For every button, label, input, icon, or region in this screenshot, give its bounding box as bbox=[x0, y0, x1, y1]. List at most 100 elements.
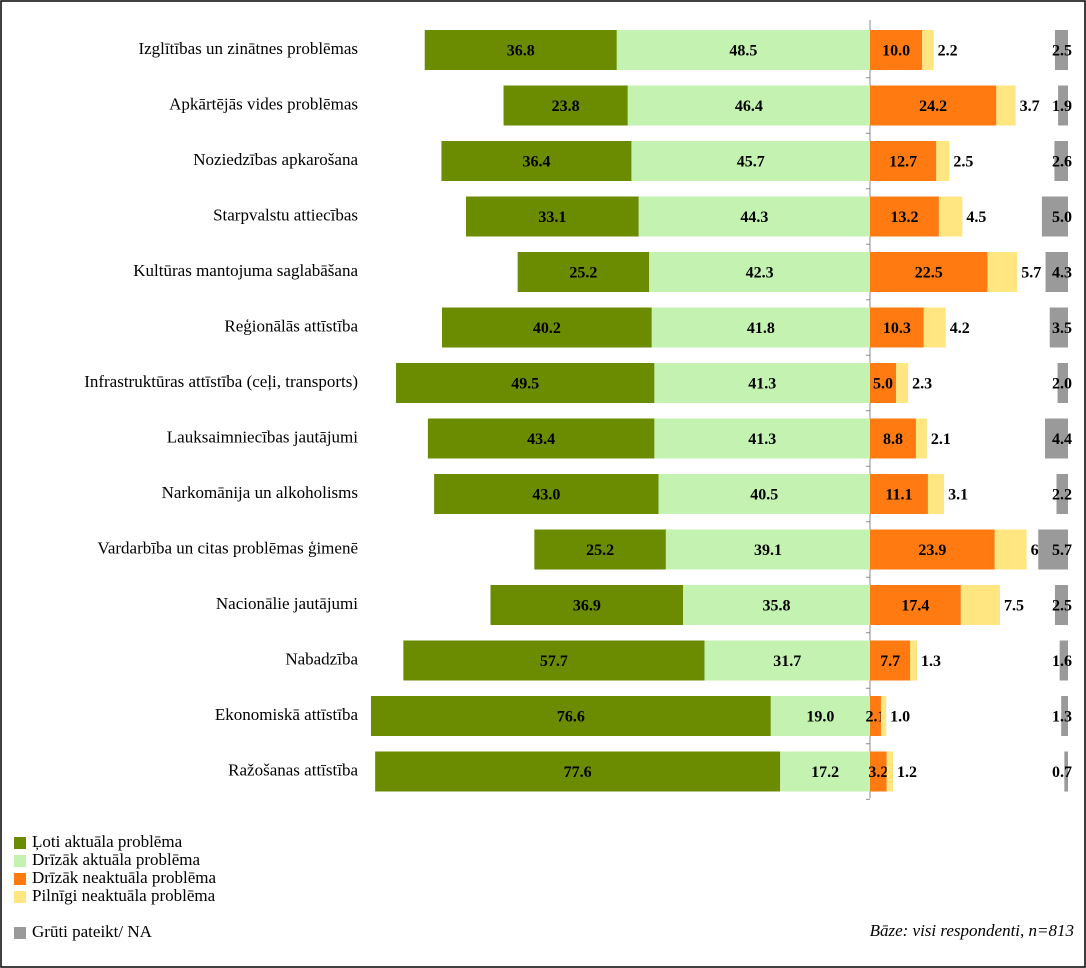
bar-segment bbox=[870, 696, 881, 736]
category-label: Vardarbība un citas problēmas ģimenē bbox=[97, 538, 358, 557]
bar-segment bbox=[870, 196, 939, 237]
bar-segment bbox=[424, 30, 617, 70]
value-label: 35.8 bbox=[763, 598, 791, 615]
value-label: 2.0 bbox=[1052, 376, 1072, 393]
bar-segment bbox=[403, 640, 705, 681]
value-label: 4.5 bbox=[966, 209, 986, 226]
bar-segment bbox=[651, 307, 870, 348]
value-label: 5.7 bbox=[1021, 265, 1041, 282]
value-label: 0.7 bbox=[1052, 764, 1072, 781]
value-label: 2.6 bbox=[1052, 154, 1072, 171]
bar-segment bbox=[870, 585, 961, 625]
bar-segment bbox=[627, 85, 870, 126]
value-label: 4.4 bbox=[1052, 431, 1072, 448]
bar-segment bbox=[441, 307, 652, 348]
bar-segment bbox=[683, 585, 870, 625]
value-label: 1.2 bbox=[897, 764, 917, 781]
category-label: Ekonomiskā attīstība bbox=[215, 705, 359, 724]
legend-label: Pilnīgi neaktuāla problēma bbox=[32, 886, 216, 905]
bar-segment bbox=[870, 474, 928, 514]
bar-segment bbox=[1054, 141, 1068, 181]
value-label: 2.5 bbox=[1052, 43, 1072, 60]
legend-swatch bbox=[14, 837, 26, 849]
value-label: 19.0 bbox=[806, 709, 834, 726]
bar-segment bbox=[434, 474, 659, 514]
value-label: 46.4 bbox=[735, 98, 763, 115]
bar-segment bbox=[960, 585, 1000, 625]
bar-segment bbox=[441, 141, 632, 181]
bar-segment bbox=[427, 418, 655, 459]
value-label: 39.1 bbox=[754, 542, 782, 559]
bar-segment bbox=[870, 30, 923, 70]
value-label: 2.1 bbox=[865, 709, 885, 726]
value-label: 43.4 bbox=[527, 431, 555, 448]
value-label: 43.0 bbox=[532, 487, 560, 504]
category-label: Infrastruktūras attīstība (ceļi, transpo… bbox=[84, 372, 358, 391]
value-label: 24.2 bbox=[919, 98, 947, 115]
legend-label: Grūti pateikt/ NA bbox=[32, 922, 153, 941]
bar-segment bbox=[870, 751, 887, 792]
legend-label: Ļoti aktuāla problēma bbox=[32, 832, 183, 851]
value-label: 36.4 bbox=[522, 154, 550, 171]
bar-segment bbox=[1041, 196, 1068, 237]
value-label: 2.5 bbox=[953, 154, 973, 171]
value-label: 8.8 bbox=[883, 431, 903, 448]
bar-segment bbox=[654, 418, 870, 459]
value-label: 2.3 bbox=[912, 376, 932, 393]
category-label: Nabadzība bbox=[285, 649, 358, 668]
legend-swatch bbox=[14, 855, 26, 867]
bar-segment bbox=[649, 252, 870, 292]
category-label: Narkomānija un alkoholisms bbox=[162, 483, 358, 502]
legend-swatch bbox=[14, 927, 26, 939]
bar-segment bbox=[654, 363, 870, 403]
value-label: 3.2 bbox=[868, 764, 888, 781]
value-label: 17.2 bbox=[811, 764, 839, 781]
bar-segment bbox=[370, 696, 771, 736]
value-label: 11.1 bbox=[885, 487, 912, 504]
bar-segment bbox=[1059, 640, 1068, 681]
value-label: 41.3 bbox=[748, 376, 776, 393]
bar-segment bbox=[375, 751, 781, 792]
value-label: 42.3 bbox=[746, 265, 774, 282]
value-label: 2.2 bbox=[1052, 487, 1072, 504]
bar-segment bbox=[910, 640, 917, 681]
bar-segment bbox=[1045, 252, 1068, 292]
value-label: 1.3 bbox=[1052, 709, 1072, 726]
value-label: 1.9 bbox=[1052, 98, 1072, 115]
value-label: 2.5 bbox=[1052, 598, 1072, 615]
bar-segment bbox=[996, 85, 1016, 126]
bar-segment bbox=[503, 85, 628, 126]
category-label: Apkārtējās vides problēmas bbox=[169, 94, 358, 113]
category-label: Reģionālās attīstība bbox=[224, 316, 358, 335]
bar-segment bbox=[870, 363, 897, 403]
value-label: 2.2 bbox=[938, 43, 958, 60]
category-label: Lauksaimniecības jautājumi bbox=[167, 427, 358, 446]
bar-segment bbox=[870, 529, 995, 570]
bar-segment bbox=[1057, 363, 1068, 403]
category-label: Nacionālie jautājumi bbox=[216, 594, 358, 613]
bar-segment bbox=[1045, 418, 1068, 459]
value-label: 40.2 bbox=[533, 320, 561, 337]
value-label: 25.2 bbox=[569, 265, 597, 282]
bar-segment bbox=[1054, 30, 1068, 70]
category-label: Starpvalstu attiecības bbox=[213, 205, 358, 224]
value-label: 33.1 bbox=[538, 209, 566, 226]
bar-segment bbox=[870, 252, 988, 292]
value-label: 2.1 bbox=[931, 431, 951, 448]
value-label: 57.7 bbox=[540, 653, 568, 670]
bar-segment bbox=[1049, 307, 1068, 348]
bar-segment bbox=[994, 529, 1027, 570]
bar-segment bbox=[880, 696, 887, 736]
bar-segment bbox=[1064, 751, 1068, 792]
bar-segment bbox=[638, 196, 870, 237]
value-label: 12.7 bbox=[889, 154, 917, 171]
bar-segment bbox=[886, 751, 893, 792]
bar-segment bbox=[1061, 696, 1068, 736]
category-label: Ražošanas attīstība bbox=[228, 760, 358, 779]
bar-segment bbox=[465, 196, 639, 237]
bar-segment bbox=[1058, 85, 1068, 126]
bar-segment bbox=[896, 363, 909, 403]
value-label: 3.1 bbox=[948, 487, 968, 504]
value-label: 7.5 bbox=[1004, 598, 1024, 615]
bar-segment bbox=[870, 640, 911, 681]
